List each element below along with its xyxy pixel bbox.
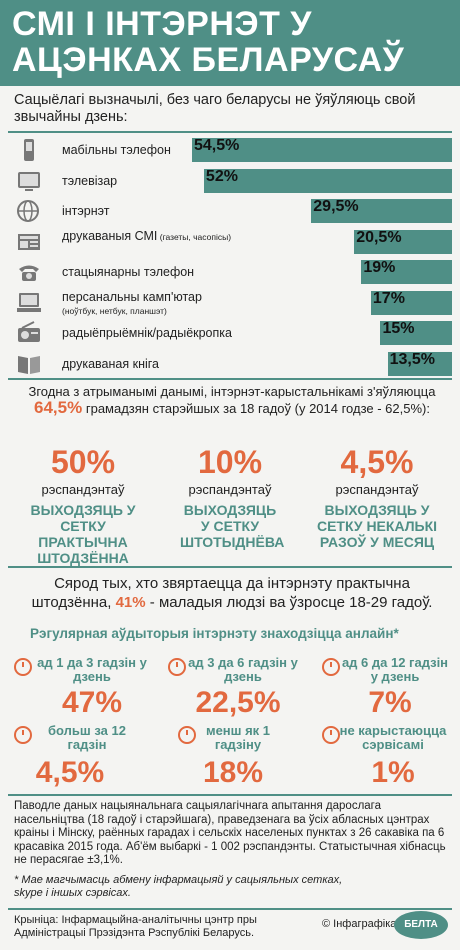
daily-part2: - маладыя людзі ва ўзросце 18-29 гадоў. (149, 594, 433, 611)
daily-text: Сярод тых, хто звяртаецца да інтэрнэту п… (14, 574, 450, 612)
group-label: рэспандэнтаў (335, 482, 419, 497)
bar (361, 260, 452, 284)
time-pct: 18% (202, 756, 264, 789)
time-label: ад 1 да 3 гадзін у дзень (37, 655, 147, 684)
bar-row: інтэрнэт 29,5% (12, 196, 452, 226)
bar-label: стацыянарны тэлефон (62, 257, 194, 287)
time-label: ад 6 да 12 гадзін у дзень (341, 655, 449, 684)
bar (380, 321, 452, 345)
bar-value-label: 19% (363, 259, 396, 276)
survey-method-note: Паводле даных нацыянальнага сацыялагічна… (14, 800, 446, 866)
divider (8, 794, 452, 796)
divider (8, 378, 452, 380)
intro-text: Сацыёлагі вызначылі, без чаго беларусы н… (14, 92, 416, 125)
bar-value-label: 54,5% (194, 137, 240, 154)
internet-globe-icon (16, 199, 42, 223)
group-pct: 10% (197, 444, 263, 480)
bar-row: стацыянарны тэлефон 19% (12, 257, 452, 287)
group-pct: 4,5% (340, 444, 414, 480)
clock-icon (168, 658, 186, 676)
bar (387, 351, 452, 376)
mobile-phone-icon (16, 138, 42, 162)
book-icon (16, 352, 42, 376)
group-desc: ВЫХОДЗЯЦЬ У СЕТКУ НЕКАЛЬКІ РАЗОЎ У МЕСЯЦ (316, 502, 438, 550)
bar-row: мабільны тэлефон 54,5% (12, 135, 452, 165)
group-pct: 50% (50, 444, 116, 480)
clock-icon (14, 726, 32, 744)
group-desc: ВЫХОДЗЯЦЬ У СЕТКУ ШТОТЫДНЁВА (180, 502, 285, 550)
bar-label-text: друкаваная кніга (62, 356, 159, 371)
survey-line1: Згодна з атрыманымі данымі, інтэрнэт-кар… (28, 384, 436, 399)
clock-icon (322, 658, 340, 676)
survey-text: Згодна з атрыманымі данымі, інтэрнэт-кар… (14, 384, 450, 417)
clock-icon (14, 658, 32, 676)
bar-row: радыёпрыёмнік/радыёкропка 15% (12, 318, 452, 348)
bar-label-text: мабільны тэлефон (62, 143, 171, 157)
computer-icon (16, 291, 42, 315)
belta-logo: БЕЛТА (394, 911, 448, 939)
tv-icon (16, 169, 42, 193)
group-desc: ВЫХОДЗЯЦЬ У СЕТКУ ПРАКТЫЧНА ШТОДЗЁННА (30, 502, 136, 566)
page-title: СМІ І ІНТЭРНЭТ У АЦЭНКАХ БЕЛАРУСАЎ (12, 5, 405, 79)
time-pct: 4,5% (35, 756, 105, 789)
bar-row: персанальны камп'ютар (ноўтбук, нетбук, п… (12, 288, 452, 318)
newspaper-icon (16, 230, 42, 254)
bar-label-text: персанальны камп'ютар (62, 289, 202, 304)
daily-part1: Сярод тых, хто звяртаецца да інтэрнэту п… (31, 575, 410, 611)
audience-title: Рэгулярная аўдыторыя інтэрнэту знаходзіц… (30, 626, 399, 641)
time-pct: 47% (61, 686, 123, 719)
bar-label-sub: (газеты, часопісы) (157, 231, 232, 242)
bar-label-text: інтэрнэт (62, 204, 110, 218)
radio-icon (16, 321, 42, 345)
time-pct: 7% (368, 686, 412, 719)
bar-label-sub: (ноўтбук, нетбук, планшэт) (62, 305, 167, 316)
divider (8, 131, 452, 133)
bar (203, 168, 452, 193)
time-pct: 1% (371, 756, 415, 789)
bar-value-label: 52% (205, 167, 238, 185)
clock-icon (322, 726, 340, 744)
bar-label: радыёпрыёмнік/радыёкропка (62, 318, 232, 348)
divider (8, 908, 452, 910)
bar-label-text: радыёпрыёмнік/радыёкропка (62, 326, 232, 340)
bar-value-label: 17% (372, 289, 405, 307)
bar-label: тэлевізар (62, 166, 117, 196)
bar-label: друкаваная кніга (62, 349, 159, 379)
bar-label-text: стацыянарны тэлефон (62, 265, 195, 279)
bar (192, 138, 452, 162)
time-label: ад 3 да 6 гадзін у дзень (188, 655, 298, 684)
clock-icon (178, 726, 196, 744)
bar-row: друкаваная кніга 13,5% (12, 349, 452, 379)
time-label: менш як 1 гадзіну (205, 723, 271, 752)
bar-label: інтэрнэт (62, 196, 109, 226)
credit: © Інфаграфіка (322, 918, 397, 930)
source: Крыніца: Інфармацыйна-аналітычны цэнтр п… (14, 914, 257, 939)
bar (354, 229, 452, 254)
bar-label: персанальны камп'ютар (ноўтбук, нетбук, п… (62, 289, 202, 318)
survey-line2: грамадзян старэйшых за 18 гадоў (у 2014 … (85, 401, 430, 416)
bar-row: тэлевізар 52% (12, 166, 452, 196)
bar-value-label: 29,5% (313, 198, 359, 215)
header-banner: СМІ І ІНТЭРНЭТ У АЦЭНКАХ БЕЛАРУСАЎ (0, 0, 460, 86)
divider (8, 566, 452, 568)
bar-value-label: 20,5% (356, 228, 402, 246)
bar (370, 290, 452, 315)
bar-label-text: друкаваныя СМІ (62, 228, 158, 243)
young-users-pct: 41% (115, 594, 146, 611)
bar-row: друкаваныя СМІ (газеты, часопісы) 20,5% (12, 227, 452, 257)
footnote: * Мае магчымасць абмену інфармацыяй у са… (14, 874, 343, 899)
bar-label-text: тэлевізар (62, 173, 118, 188)
bar-label: мабільны тэлефон (62, 135, 171, 165)
time-pct: 22,5% (195, 686, 281, 719)
internet-users-pct: 64,5% (34, 398, 83, 417)
bar-value-label: 13,5% (389, 350, 435, 368)
time-label: больш за 12 гадзін (48, 723, 126, 752)
time-label: не карыстаюцца сэрвісамі (339, 723, 447, 752)
bar-label: друкаваныя СМІ (газеты, часопісы) (62, 228, 232, 244)
group-label: рэспандэнтаў (41, 482, 125, 497)
bar (311, 199, 452, 223)
bar-value-label: 15% (382, 320, 415, 337)
group-label: рэспандэнтаў (188, 482, 272, 497)
landline-phone-icon (16, 260, 42, 284)
